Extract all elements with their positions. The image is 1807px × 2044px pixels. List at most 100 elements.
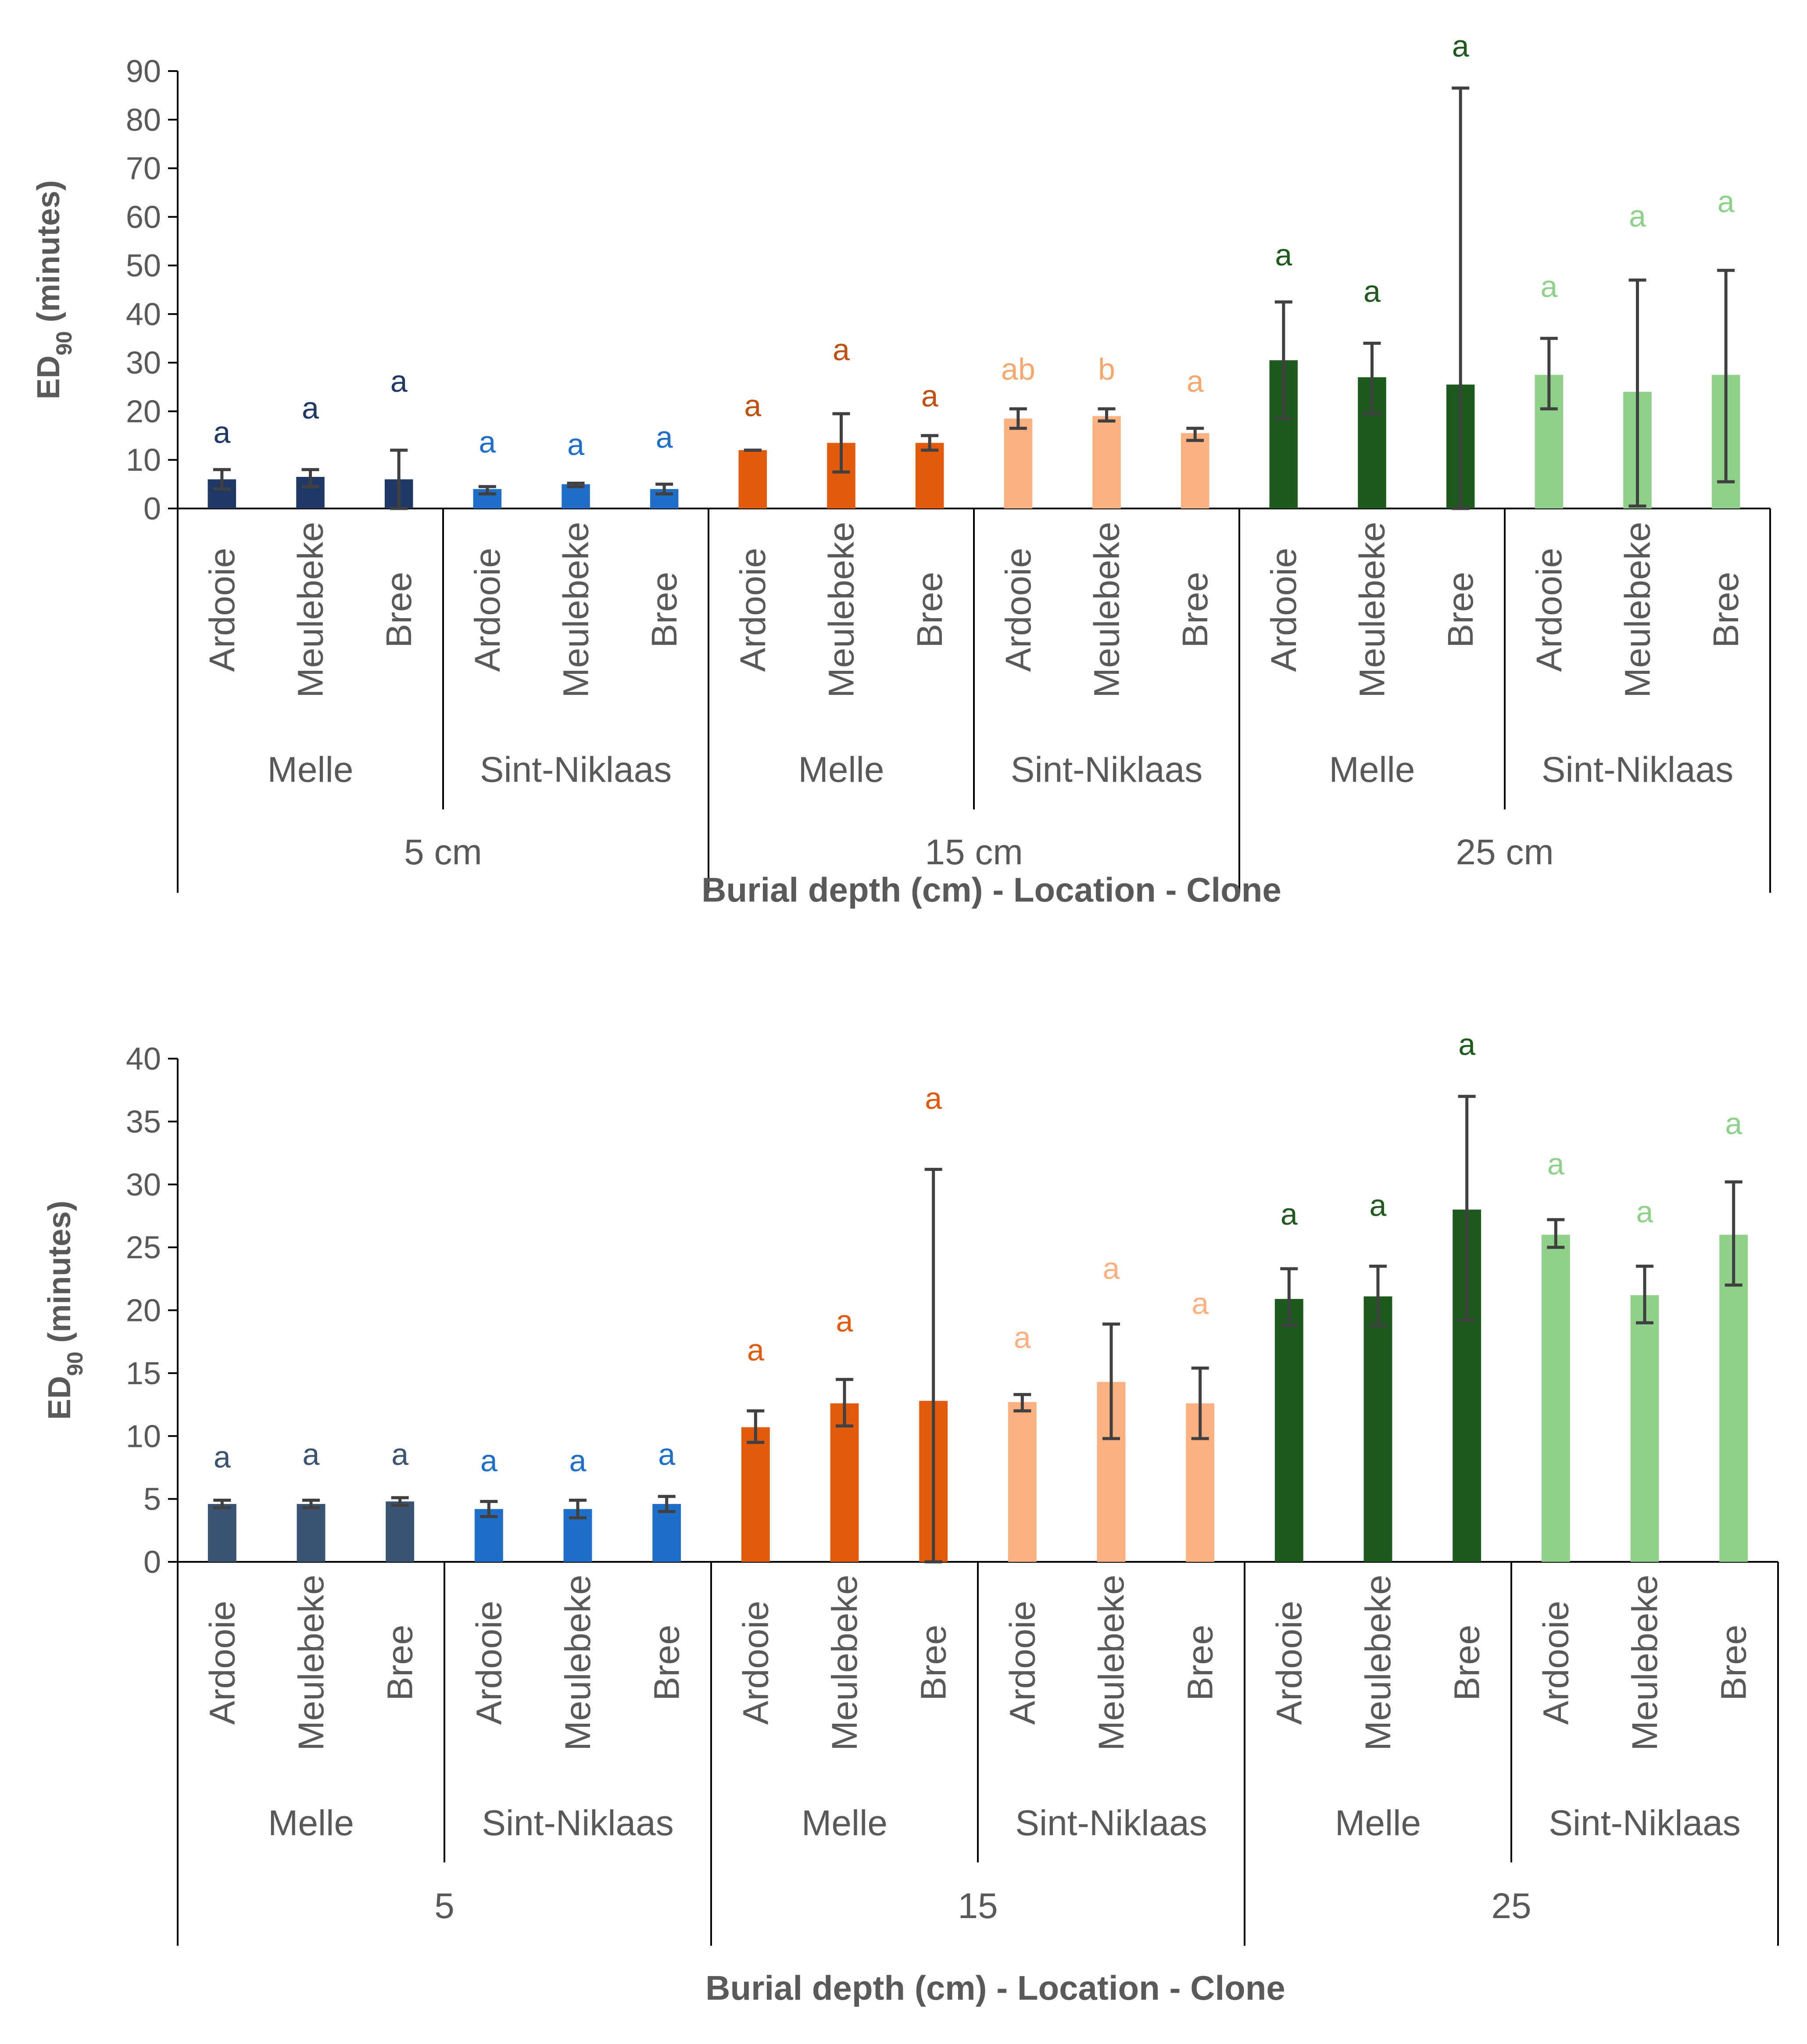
category-label: Ardooie — [202, 1601, 242, 1725]
location-label: Sint-Niklaas — [482, 1803, 673, 1843]
depth-label: 15 — [958, 1886, 998, 1926]
depth-label: 5 cm — [404, 832, 482, 872]
y-tick-label: 50 — [126, 248, 161, 283]
depth-label: 25 — [1491, 1886, 1531, 1926]
y-tick-label: 5 — [143, 1482, 161, 1517]
y-tick-label: 30 — [126, 346, 161, 381]
y-tick-label: 20 — [126, 1293, 161, 1328]
significance-letter: a — [836, 1304, 853, 1338]
significance-letter: a — [925, 1081, 942, 1116]
category-label: Ardooie — [1536, 1601, 1576, 1725]
depth-label: 5 — [434, 1886, 454, 1926]
category-label: Bree — [1714, 1625, 1754, 1700]
location-label: Sint-Niklaas — [1015, 1803, 1207, 1843]
category-label: Bree — [644, 572, 684, 648]
significance-letter: a — [391, 1437, 408, 1471]
category-label: Meulebeke — [1358, 1575, 1398, 1750]
category-label: Meulebeke — [1353, 522, 1392, 698]
y-axis-title: ED90 (minutes) — [31, 180, 76, 400]
bar[interactable] — [1092, 416, 1121, 508]
bar[interactable] — [1004, 419, 1033, 508]
bar[interactable] — [738, 450, 767, 508]
category-label: Bree — [910, 572, 950, 648]
category-label: Bree — [1447, 1625, 1487, 1700]
significance-letter: a — [390, 364, 408, 398]
significance-letter: a — [1370, 1188, 1387, 1222]
y-tick-label: 35 — [126, 1104, 161, 1139]
bar[interactable] — [1541, 1235, 1570, 1562]
depth-label: 15 cm — [925, 832, 1023, 872]
significance-letter: a — [302, 391, 319, 425]
significance-letter: a — [1452, 29, 1469, 63]
significance-letter: a — [1187, 364, 1204, 398]
bar[interactable] — [652, 1504, 681, 1562]
significance-letter: a — [1103, 1251, 1120, 1285]
y-tick-label: 10 — [126, 1419, 161, 1454]
significance-letter: a — [1192, 1286, 1209, 1321]
bar[interactable] — [1181, 433, 1209, 508]
category-label: Bree — [1181, 1625, 1220, 1700]
category-label: Meulebeke — [291, 1575, 331, 1750]
location-label: Melle — [1329, 750, 1415, 790]
chart-top: 0 10 20 30 40 50 60 70 80 90 ED90 (minutes) a Ardooi… — [31, 29, 1771, 909]
bar[interactable] — [1630, 1295, 1659, 1562]
location-label: Melle — [1335, 1803, 1421, 1843]
category-label: Ardooie — [998, 548, 1038, 672]
significance-letter: a — [747, 1333, 764, 1367]
bar[interactable] — [1363, 1296, 1392, 1562]
y-tick-label: 15 — [126, 1356, 161, 1391]
significance-letter: a — [214, 1440, 231, 1474]
significance-letter: a — [567, 427, 584, 462]
significance-letter: a — [1636, 1195, 1653, 1229]
category-label: Bree — [914, 1625, 954, 1700]
location-label: Melle — [268, 750, 354, 790]
bar[interactable] — [1719, 1235, 1748, 1562]
category-label: Meulebeke — [1087, 522, 1127, 698]
category-label: Bree — [647, 1625, 687, 1700]
category-label: Bree — [1441, 572, 1481, 648]
category-label: Meulebeke — [822, 522, 862, 698]
significance-letter: a — [303, 1437, 320, 1471]
significance-letter: a — [1718, 184, 1735, 218]
y-tick-label: 70 — [126, 151, 161, 186]
category-label: Meulebeke — [1625, 1575, 1665, 1750]
bar[interactable] — [386, 1501, 415, 1562]
significance-letter: a — [1458, 1027, 1475, 1061]
category-label: Ardooie — [469, 1601, 509, 1725]
significance-letter: a — [1629, 199, 1646, 233]
category-label: Ardooie — [736, 1601, 776, 1725]
significance-letter: a — [1540, 269, 1557, 304]
significance-letter: a — [658, 1437, 675, 1471]
bar[interactable] — [1274, 1299, 1303, 1562]
significance-letter: a — [744, 389, 761, 423]
category-label: Meulebeke — [556, 522, 596, 698]
bar[interactable] — [562, 484, 590, 508]
y-tick-label: 90 — [126, 54, 161, 89]
category-label: Ardooie — [468, 548, 508, 672]
y-tick-label: 30 — [126, 1167, 161, 1203]
category-label: Meulebeke — [825, 1575, 865, 1750]
location-label: Melle — [798, 750, 884, 790]
bar[interactable] — [915, 443, 944, 508]
bar[interactable] — [830, 1403, 859, 1562]
significance-letter: a — [1363, 274, 1381, 308]
y-tick-label: 80 — [126, 103, 161, 138]
y-tick-label: 0 — [143, 1545, 161, 1580]
bar[interactable] — [1008, 1402, 1037, 1562]
y-axis-title: ED90 (minutes) — [42, 1201, 87, 1420]
y-tick-label: 0 — [143, 491, 161, 526]
chart-bottom: 0 5 10 15 20 25 30 35 40 ED90 (minutes) a Ardooie a M… — [42, 1027, 1779, 2007]
category-label: Meulebeke — [291, 522, 331, 698]
bar[interactable] — [208, 1504, 236, 1562]
y-tick-label: 40 — [126, 297, 161, 332]
significance-letter: a — [569, 1444, 587, 1478]
significance-letter: a — [656, 420, 673, 455]
category-label: Bree — [1175, 572, 1215, 648]
category-label: Ardooie — [1529, 548, 1569, 672]
category-label: Meulebeke — [1618, 522, 1658, 698]
significance-letter: a — [213, 415, 230, 449]
category-label: Meulebeke — [1091, 1575, 1131, 1750]
bar[interactable] — [741, 1427, 770, 1562]
bar[interactable] — [297, 1504, 326, 1562]
